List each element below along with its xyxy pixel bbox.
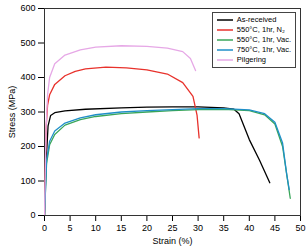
svg-text:500: 500: [20, 38, 35, 48]
svg-text:200: 200: [20, 141, 35, 151]
svg-text:45: 45: [270, 223, 280, 233]
svg-text:10: 10: [91, 223, 101, 233]
svg-text:0: 0: [30, 210, 35, 220]
svg-text:600: 600: [20, 3, 35, 13]
svg-text:0: 0: [42, 223, 47, 233]
html-text:750°C, 1hr, Vac.: 750°C, 1hr, Vac.: [236, 45, 291, 54]
svg-text:40: 40: [244, 223, 254, 233]
svg-text:25: 25: [167, 223, 177, 233]
html-text:As-received: As-received: [236, 15, 277, 24]
svg-text:100: 100: [20, 176, 35, 186]
html-text:550°C, 1hr, N₂: 550°C, 1hr, N₂: [236, 25, 285, 34]
svg-text:50: 50: [295, 223, 305, 233]
svg-text:300: 300: [20, 107, 35, 117]
svg-text:15: 15: [116, 223, 126, 233]
svg-text:30: 30: [193, 223, 203, 233]
svg-text:5: 5: [68, 223, 73, 233]
svg-text:Stress (MPa): Stress (MPa): [7, 86, 17, 139]
svg-text:400: 400: [20, 72, 35, 82]
html-text:Pilgering: Pilgering: [236, 55, 266, 64]
svg-text:35: 35: [219, 223, 229, 233]
html-text:550°C, 1hr, Vac.: 550°C, 1hr, Vac.: [236, 35, 291, 44]
svg-text:20: 20: [142, 223, 152, 233]
svg-text:Strain (%): Strain (%): [152, 236, 192, 246]
